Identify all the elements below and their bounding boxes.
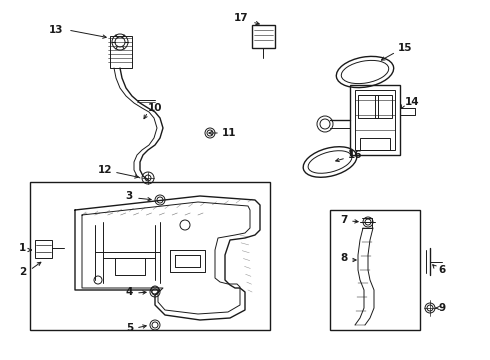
Text: 17: 17 — [233, 13, 248, 23]
Text: 14: 14 — [405, 97, 419, 107]
Text: 16: 16 — [348, 150, 363, 160]
Bar — [375, 95, 392, 118]
Bar — [360, 138, 390, 150]
Text: 6: 6 — [438, 265, 445, 275]
Text: 7: 7 — [341, 215, 348, 225]
Text: 2: 2 — [19, 267, 26, 277]
Text: 4: 4 — [125, 287, 133, 297]
Bar — [358, 95, 378, 118]
Text: 1: 1 — [19, 243, 26, 253]
Bar — [252, 25, 275, 48]
Bar — [110, 36, 132, 68]
Text: 3: 3 — [126, 191, 133, 201]
Text: 10: 10 — [148, 103, 163, 113]
Bar — [355, 90, 395, 150]
Text: 15: 15 — [398, 43, 413, 53]
Text: 9: 9 — [438, 303, 445, 313]
Bar — [350, 85, 400, 155]
Text: 11: 11 — [222, 128, 237, 138]
Text: 13: 13 — [49, 25, 63, 35]
Text: 12: 12 — [98, 165, 112, 175]
Bar — [30, 182, 270, 330]
Text: 8: 8 — [341, 253, 348, 263]
Bar — [35, 240, 52, 258]
Bar — [330, 210, 420, 330]
Text: 5: 5 — [126, 323, 133, 333]
